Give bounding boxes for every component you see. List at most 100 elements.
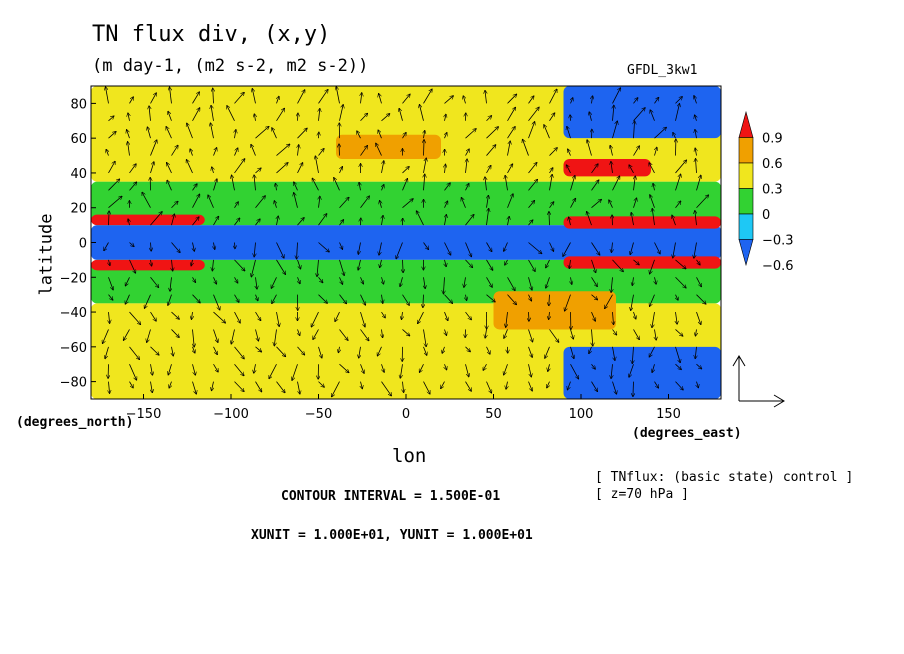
flux-vector — [589, 112, 591, 121]
flux-vector — [695, 115, 697, 121]
flux-vector — [507, 107, 516, 121]
flux-vector — [150, 162, 155, 174]
flux-vector — [382, 294, 383, 304]
flux-vector — [142, 192, 151, 208]
flux-vector — [676, 294, 679, 301]
flux-vector — [695, 329, 696, 336]
chart-subtitle: (m day-1, (m2 s-2, m2 s-2)) — [92, 56, 369, 76]
field-region-6 — [91, 259, 205, 271]
flux-vector — [612, 329, 617, 335]
flux-vector — [213, 216, 219, 226]
flux-vector — [508, 216, 510, 226]
flux-vector — [334, 177, 340, 191]
flux-vector — [358, 242, 360, 255]
flux-vector — [591, 381, 598, 392]
flux-vector — [171, 145, 179, 156]
flux-vector — [591, 259, 596, 273]
flux-vector — [591, 180, 599, 191]
flux-vector — [108, 131, 117, 139]
flux-vector — [507, 194, 514, 208]
flux-vector — [654, 242, 661, 254]
flux-vector — [653, 183, 655, 191]
flux-vector — [655, 277, 657, 284]
flux-vector — [528, 122, 535, 139]
flux-vector — [591, 294, 598, 300]
x-tick-label: −100 — [213, 407, 249, 422]
field-region-1 — [91, 181, 721, 226]
flux-vector — [612, 176, 620, 191]
flux-vector — [276, 346, 286, 357]
flux-vector — [105, 346, 109, 359]
flux-vector — [318, 242, 330, 253]
colorbar-label: −0.6 — [762, 259, 794, 274]
flux-vector — [294, 193, 298, 208]
info-line-2: [ z=70 hPa ] — [595, 487, 689, 502]
flux-vector — [187, 123, 193, 139]
flux-vector — [297, 163, 303, 174]
flux-vector — [151, 381, 153, 393]
flux-vector — [106, 149, 108, 156]
flux-vector — [339, 197, 350, 208]
colorbar-label: 0.3 — [762, 183, 783, 198]
flux-vector — [528, 200, 535, 208]
flux-vector — [127, 130, 130, 139]
y-unit-note: (degrees_north) — [16, 415, 134, 430]
field-region-9 — [493, 291, 616, 330]
flux-vector — [339, 259, 345, 276]
flux-vector — [297, 90, 305, 104]
flux-vector — [587, 211, 592, 226]
flux-vector — [613, 312, 614, 325]
flux-vector — [445, 133, 447, 139]
flux-vector — [549, 329, 559, 342]
field-region-7 — [563, 216, 721, 229]
y-tick-label: 40 — [70, 167, 87, 182]
flux-vector — [360, 364, 365, 373]
flux-vector — [360, 329, 369, 340]
flux-vector — [507, 294, 517, 305]
flux-vector — [318, 148, 325, 156]
flux-vector — [649, 294, 655, 307]
flux-vector — [360, 311, 366, 327]
flux-vector — [319, 108, 320, 121]
flux-vector — [192, 184, 198, 191]
flux-vector — [654, 127, 667, 139]
flux-vector — [251, 259, 256, 277]
flux-vector — [402, 178, 408, 191]
flux-vector — [591, 363, 596, 369]
flux-vector — [461, 197, 466, 208]
flux-vector — [486, 145, 496, 156]
flux-vector — [171, 201, 179, 209]
flux-vector — [402, 132, 407, 139]
flux-vector — [649, 346, 655, 357]
flux-vector — [591, 311, 596, 321]
flux-vector — [234, 92, 245, 104]
flux-vector — [571, 277, 572, 284]
flux-vector — [276, 242, 285, 259]
flux-vector — [695, 211, 697, 226]
flux-vector — [444, 201, 448, 208]
flux-vector — [234, 277, 238, 283]
flux-vector — [255, 219, 261, 226]
flux-vector — [652, 364, 654, 372]
flux-vector — [675, 174, 681, 191]
flux-vector — [486, 381, 492, 394]
x-tick-label: −150 — [126, 407, 162, 422]
flux-vector — [402, 166, 410, 174]
flux-vector — [193, 346, 195, 353]
flux-vector — [649, 163, 655, 174]
flux-vector — [255, 168, 262, 174]
flux-vector — [212, 259, 213, 271]
flux-vector — [567, 381, 571, 390]
flux-vector — [528, 259, 536, 272]
flux-vector — [129, 311, 141, 325]
flux-vector — [549, 294, 550, 306]
y-tick-label: 20 — [70, 202, 87, 217]
flux-vector — [650, 110, 655, 121]
flux-vector — [255, 329, 259, 341]
y-tick-label: −20 — [60, 271, 87, 286]
flux-vector — [633, 329, 640, 339]
field-region-11 — [563, 159, 651, 177]
flux-vector — [208, 195, 214, 208]
flux-vector — [696, 158, 697, 173]
flux-vector — [108, 116, 114, 122]
